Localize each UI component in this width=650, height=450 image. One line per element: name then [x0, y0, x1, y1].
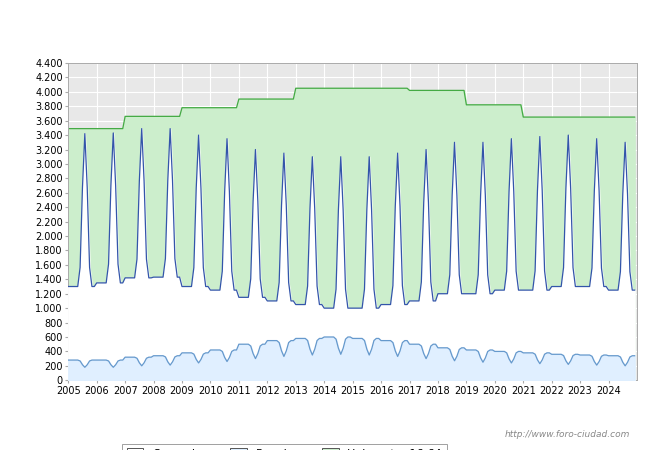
Text: http://www.foro-ciudad.com: http://www.foro-ciudad.com: [505, 430, 630, 439]
Legend: Ocupados, Parados, Hab. entre 16-64: Ocupados, Parados, Hab. entre 16-64: [122, 444, 447, 450]
Text: Tossa de Mar - Evolucion de la poblacion en edad de Trabajar Mayo de 2024: Tossa de Mar - Evolucion de la poblacion…: [83, 19, 567, 32]
